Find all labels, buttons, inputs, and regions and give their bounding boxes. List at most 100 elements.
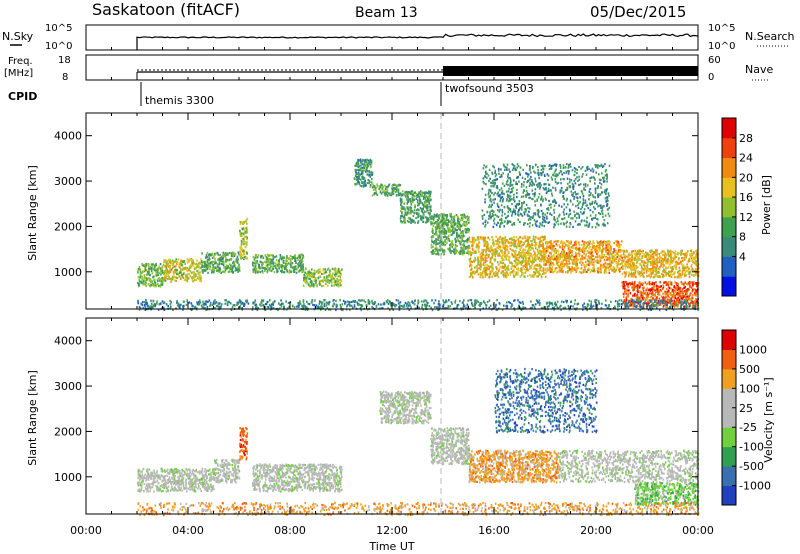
scatter-cell <box>428 197 431 200</box>
scatter-cell <box>309 271 312 274</box>
scatter-cell <box>272 257 275 260</box>
scatter-cell <box>563 245 566 248</box>
scatter-cell <box>636 260 638 263</box>
scatter-cell <box>634 285 637 288</box>
scatter-cell <box>618 270 621 273</box>
scatter-cell <box>238 253 240 256</box>
scatter-cell <box>603 271 606 274</box>
scatter-cell <box>315 279 317 282</box>
scatter-cell <box>623 280 625 284</box>
scatter-cell <box>611 269 614 272</box>
scatter-cell <box>357 163 360 166</box>
scatter-cell <box>550 240 552 243</box>
scatter-cell <box>525 239 527 242</box>
scatter-cell <box>366 169 368 172</box>
scatter-cell <box>533 251 536 254</box>
scatter-cell <box>677 275 680 278</box>
scatter-cell <box>553 258 555 261</box>
scatter-cell <box>468 236 471 239</box>
scatter-cell <box>419 190 422 193</box>
scatter-cell <box>551 245 553 248</box>
scatter-cell <box>527 248 530 251</box>
scatter-cell <box>542 267 545 270</box>
scatter-cell <box>496 242 498 245</box>
scatter-cell <box>458 227 460 230</box>
scatter-cell <box>363 180 366 183</box>
scatter-cell <box>354 174 357 177</box>
scatter-cell <box>244 242 246 245</box>
scatter-cell <box>648 268 650 271</box>
scatter-cell <box>544 242 547 245</box>
scatter-cell <box>254 262 256 265</box>
scatter-cell <box>451 233 454 236</box>
scatter-cell <box>689 302 692 305</box>
scatter-cell <box>301 255 304 258</box>
scatter-cell <box>587 255 590 258</box>
scatter-cell <box>206 267 209 270</box>
scatter-cell <box>536 263 539 266</box>
scatter-cell <box>537 245 540 248</box>
scatter-cell <box>440 225 443 228</box>
scatter-cell <box>619 250 622 254</box>
scatter-cell <box>481 257 484 260</box>
scatter-cell <box>627 285 629 288</box>
scatter-cell <box>681 269 684 272</box>
scatter-cell <box>535 271 538 274</box>
scatter-cell <box>337 282 339 286</box>
scatter-cell <box>162 277 164 280</box>
scatter-cell <box>400 202 403 205</box>
scatter-cell <box>566 257 569 260</box>
scatter-cell <box>165 260 167 263</box>
scatter-cell <box>419 214 422 218</box>
scatter-cell <box>426 217 428 221</box>
scatter-cell <box>438 241 441 245</box>
scatter-cell <box>163 264 165 268</box>
scatter-cell <box>231 270 233 273</box>
scatter-cell <box>437 227 439 230</box>
scatter-cell <box>566 253 569 256</box>
scatter-cell <box>338 270 341 274</box>
scatter-cell <box>589 252 592 255</box>
scatter-cell <box>354 164 356 167</box>
scatter-cell <box>168 270 170 273</box>
scatter-cell <box>360 164 362 167</box>
scatter-cell <box>626 255 628 258</box>
scatter-cell <box>630 303 633 306</box>
scatter-cell <box>415 197 418 200</box>
scatter-cell <box>582 269 585 272</box>
scatter-cell <box>681 288 684 291</box>
scatter-cell <box>280 258 283 261</box>
scatter-cell <box>541 249 544 252</box>
scatter-cell <box>672 250 674 253</box>
scatter-cell <box>457 217 459 220</box>
scatter-cell <box>524 261 527 264</box>
scatter-cell <box>367 159 370 162</box>
scatter-cell <box>395 183 397 187</box>
scatter-cell <box>448 230 450 233</box>
scatter-cell <box>653 289 655 292</box>
scatter-cell <box>450 225 453 228</box>
scatter-cell <box>622 295 625 299</box>
scatter-cell <box>369 184 372 187</box>
scatter-cell <box>513 238 515 241</box>
scatter-cell <box>600 267 602 270</box>
scatter-cell <box>262 256 265 259</box>
scatter-cell <box>525 251 528 255</box>
scatter-cell <box>440 249 442 252</box>
scatter-cell <box>522 258 525 261</box>
scatter-cell <box>224 252 227 255</box>
scatter-cell <box>443 231 446 235</box>
scatter-cell <box>534 273 536 276</box>
scatter-cell <box>157 273 160 276</box>
scatter-cell <box>401 200 404 204</box>
scatter-cell <box>582 245 585 248</box>
scatter-cell <box>696 255 698 258</box>
scatter-cell <box>559 254 561 257</box>
scatter-cell <box>691 298 693 301</box>
scatter-cell <box>411 193 414 197</box>
scatter-cell <box>693 258 695 261</box>
nsky-label: N.Sky <box>2 30 34 43</box>
scatter-cell <box>287 262 290 265</box>
scatter-cell <box>141 264 144 267</box>
scatter-cell <box>590 250 592 253</box>
